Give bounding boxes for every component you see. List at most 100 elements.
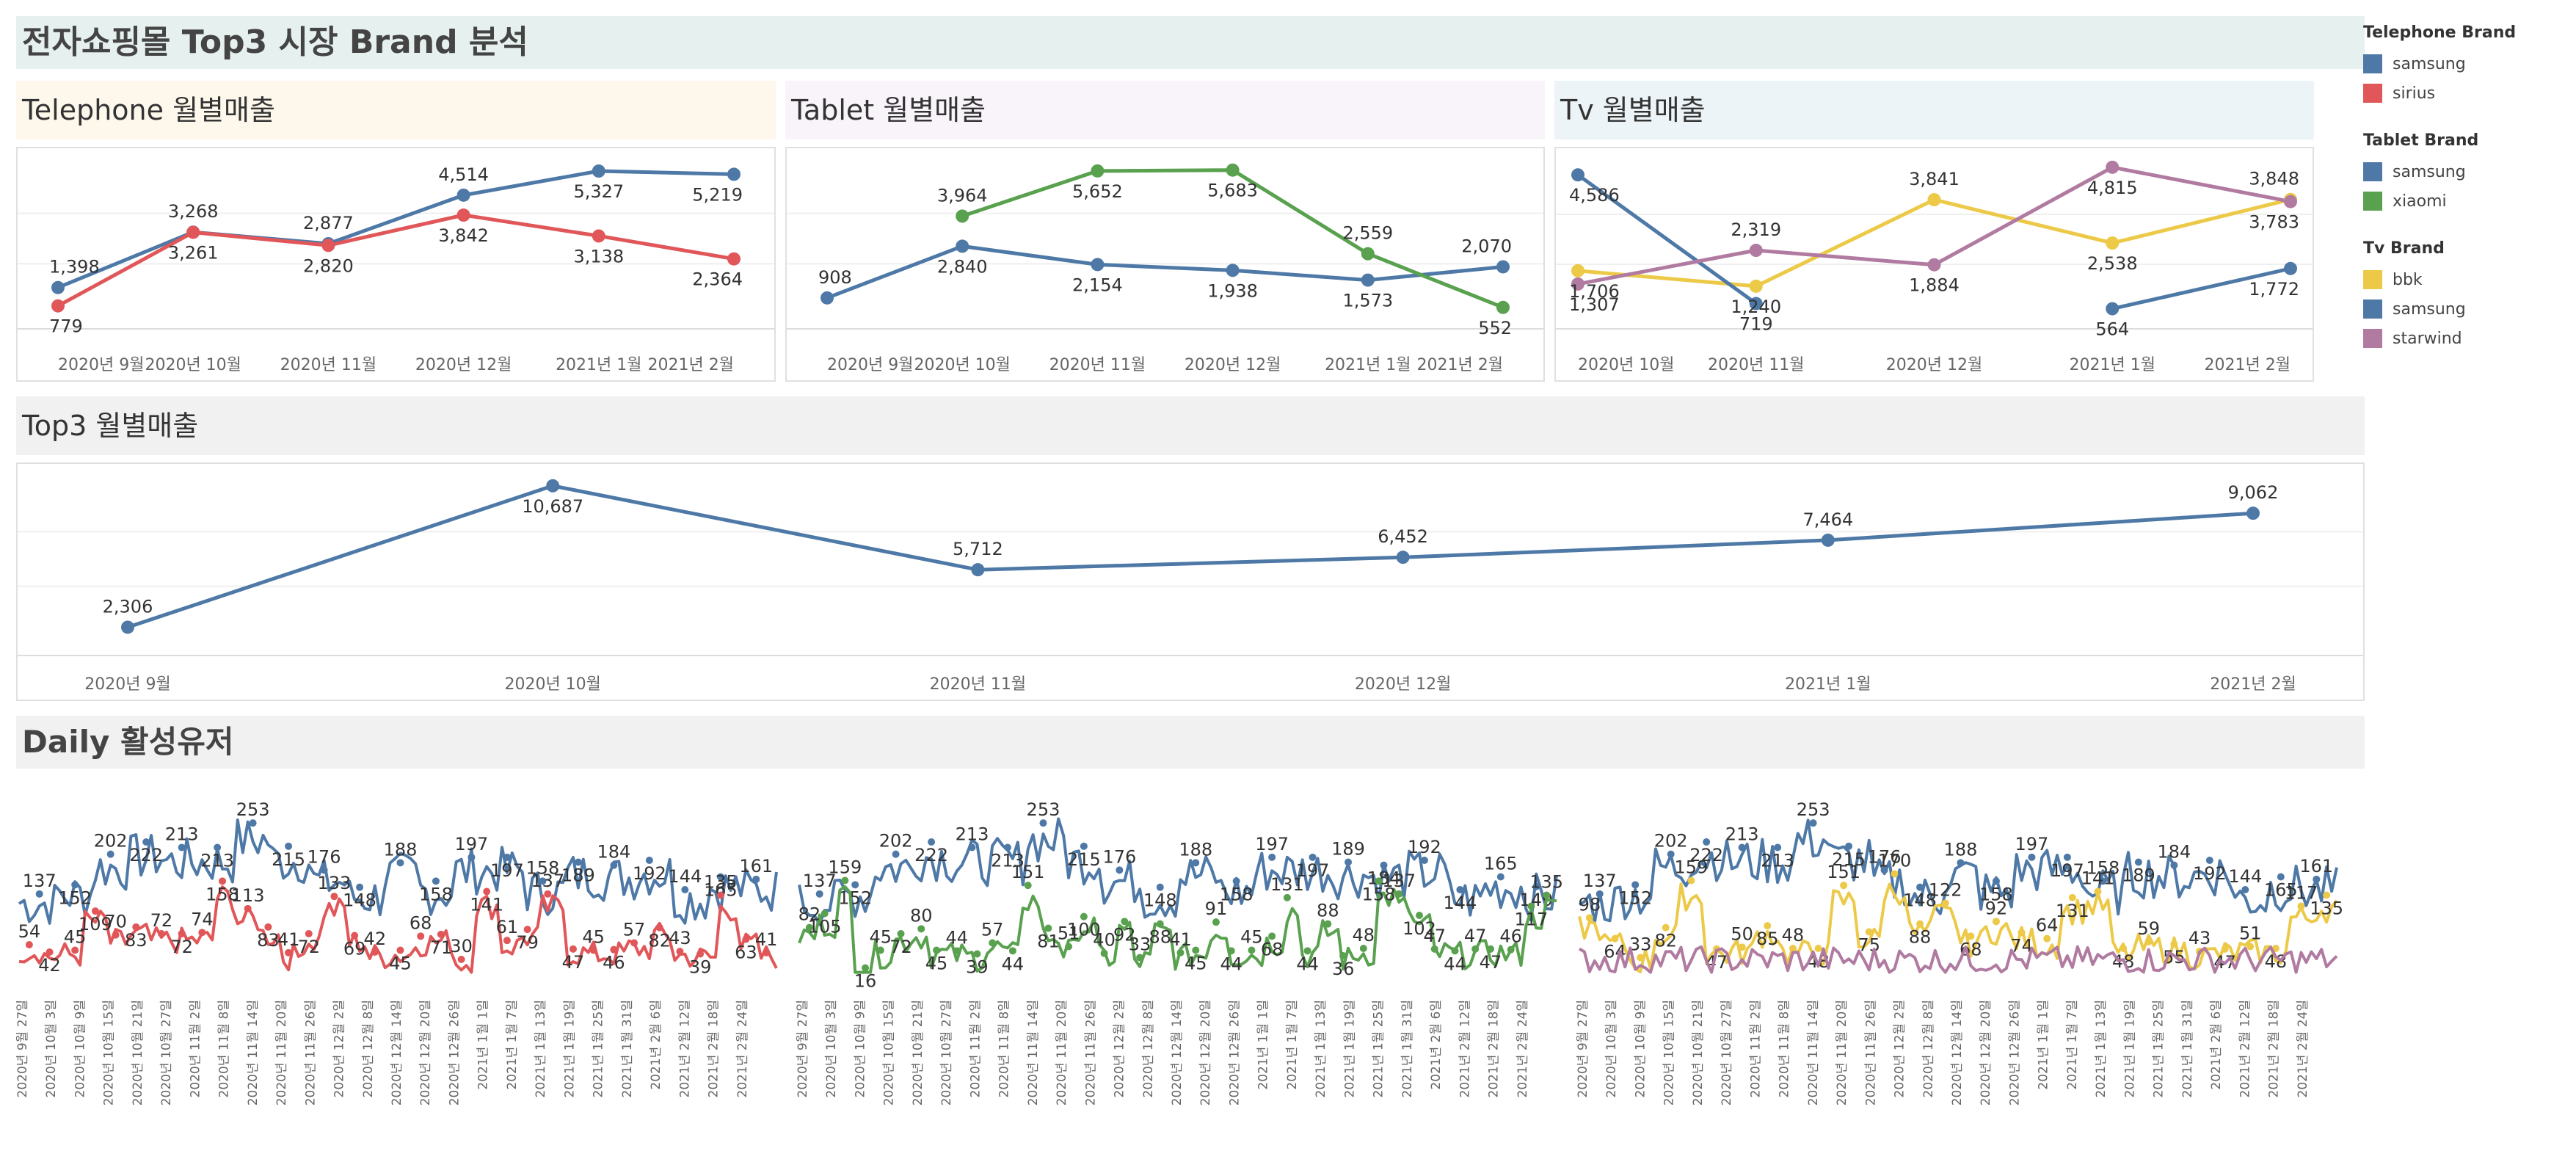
daily-point[interactable] [1611,934,1619,943]
daily-point[interactable] [2120,945,2128,952]
daily-point[interactable] [1309,853,1317,861]
data-point[interactable] [121,620,134,634]
daily-point[interactable] [2094,887,2102,896]
daily-point[interactable] [396,946,404,954]
data-point[interactable] [186,225,200,239]
daily-point[interactable] [2068,893,2076,901]
daily-point[interactable] [106,850,114,858]
daily-point[interactable] [356,883,364,891]
daily-point[interactable] [1840,882,1848,890]
daily-point[interactable] [876,946,884,954]
daily-point[interactable] [483,887,491,896]
daily-point[interactable] [1227,947,1235,955]
daily-point[interactable] [1375,877,1383,885]
daily-point[interactable] [178,930,186,937]
data-point[interactable] [1749,279,1763,293]
data-point[interactable] [1571,277,1584,291]
data-point[interactable] [956,209,969,223]
data-point[interactable] [546,479,560,493]
data-point[interactable] [592,229,605,243]
data-point[interactable] [2284,195,2297,208]
daily-point[interactable] [1339,952,1347,959]
data-point[interactable] [2106,236,2120,250]
daily-point[interactable] [371,948,379,956]
daily-point[interactable] [1024,882,1032,890]
daily-point[interactable] [1232,877,1240,885]
data-point[interactable] [1091,164,1105,178]
daily-point[interactable] [1527,902,1535,910]
daily-point[interactable] [574,858,582,866]
daily-point[interactable] [2313,875,2321,883]
data-point[interactable] [1496,300,1510,314]
data-point[interactable] [1927,193,1941,207]
daily-point[interactable] [2241,886,2249,893]
data-point[interactable] [1396,551,1410,564]
daily-point[interactable] [437,930,445,938]
daily-point[interactable] [1637,954,1645,962]
daily-point[interactable] [351,932,359,940]
daily-point[interactable] [178,843,186,852]
daily-point[interactable] [1456,886,1464,893]
daily-point[interactable] [1080,842,1088,850]
daily-point[interactable] [25,941,33,948]
daily-point[interactable] [1687,876,1695,885]
daily-point[interactable] [1916,920,1924,928]
daily-point[interactable] [1116,866,1124,874]
daily-point[interactable] [1451,947,1459,955]
daily-point[interactable] [35,890,43,898]
daily-point[interactable] [892,850,900,858]
daily-point[interactable] [305,930,313,937]
data-point[interactable] [1821,533,1835,547]
daily-point[interactable] [1212,918,1220,926]
daily-point[interactable] [1003,843,1011,852]
daily-point[interactable] [1268,932,1276,940]
daily-point[interactable] [396,859,404,867]
daily-point[interactable] [681,886,689,893]
daily-point[interactable] [821,909,829,918]
daily-point[interactable] [285,948,293,956]
data-point[interactable] [1091,258,1105,272]
daily-point[interactable] [841,876,849,885]
daily-point[interactable] [630,939,638,947]
data-point[interactable] [821,291,834,305]
daily-point[interactable] [1845,842,1853,850]
daily-point[interactable] [1471,945,1480,953]
daily-point[interactable] [1248,946,1256,954]
daily-point[interactable] [244,904,252,912]
data-point[interactable] [1749,244,1763,258]
legend-item[interactable]: starwind [2363,324,2561,353]
daily-point[interactable] [214,843,222,852]
daily-point[interactable] [1814,945,1822,952]
daily-point[interactable] [851,881,859,889]
daily-point[interactable] [249,819,257,827]
daily-point[interactable] [1176,948,1185,956]
daily-point[interactable] [1359,945,1367,952]
daily-point[interactable] [1430,945,1438,953]
data-point[interactable] [2246,506,2260,520]
daily-point[interactable] [933,946,941,954]
legend-item[interactable]: samsung [2363,49,2561,79]
daily-point[interactable] [523,926,531,934]
daily-point[interactable] [1080,912,1088,921]
daily-point[interactable] [1044,924,1052,932]
daily-point[interactable] [1865,928,1873,936]
daily-point[interactable] [1738,843,1746,852]
daily-point[interactable] [1192,946,1200,954]
daily-point[interactable] [1703,838,1711,846]
data-point[interactable] [2284,261,2297,275]
daily-point[interactable] [2205,857,2213,864]
daily-point[interactable] [142,838,150,846]
data-point[interactable] [1361,247,1375,261]
daily-point[interactable] [716,891,724,899]
daily-point[interactable] [1156,920,1164,928]
daily-point[interactable] [1992,918,2000,926]
daily-point[interactable] [1415,912,1423,919]
daily-point[interactable] [1764,922,1772,930]
data-point[interactable] [51,299,65,313]
daily-point[interactable] [503,937,511,945]
data-point[interactable] [456,208,470,222]
data-point[interactable] [1496,260,1510,274]
daily-point[interactable] [1631,881,1640,889]
daily-point[interactable] [1880,866,1888,874]
data-point[interactable] [1571,264,1584,277]
